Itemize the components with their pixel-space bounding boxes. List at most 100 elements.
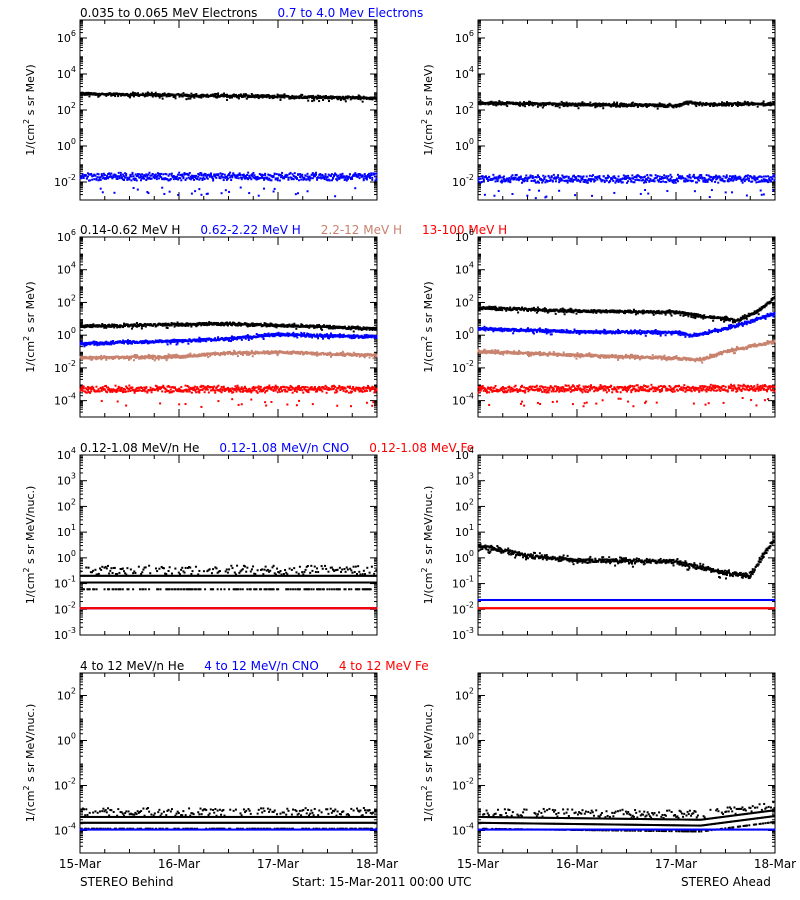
data-point [183, 173, 186, 176]
data-point [194, 190, 197, 193]
data-point [759, 175, 762, 178]
data-point [115, 177, 118, 180]
data-point [494, 177, 497, 180]
data-point [324, 173, 327, 176]
data-point [669, 173, 672, 176]
data-point [165, 178, 168, 181]
data-point [114, 95, 117, 98]
data-point [89, 173, 92, 176]
data-point [370, 172, 373, 175]
data-point [125, 173, 128, 176]
data-point [138, 173, 141, 176]
data-point [319, 173, 322, 176]
data-point [524, 105, 527, 108]
y-tick-label: 100 [57, 326, 76, 342]
data-point [215, 173, 218, 176]
data-point [255, 178, 258, 181]
data-point [766, 180, 769, 183]
data-point [98, 176, 101, 179]
data-point [626, 181, 629, 184]
data-point [104, 177, 107, 180]
data-point [733, 178, 736, 181]
data-point [581, 177, 584, 180]
data-point [763, 180, 766, 183]
data-point [548, 176, 551, 179]
data-point [289, 176, 292, 179]
data-point [593, 178, 596, 181]
data-point [562, 175, 565, 178]
data-point [754, 176, 757, 179]
y-tick-exponent: -2 [68, 173, 76, 182]
data-point [318, 176, 321, 179]
data-point [572, 178, 575, 181]
data-point [155, 175, 158, 178]
data-point [564, 180, 567, 183]
data-point [308, 179, 311, 182]
data-point [686, 180, 689, 183]
data-point [616, 101, 619, 104]
data-point [756, 105, 759, 108]
data-point [551, 179, 554, 182]
data-point [240, 338, 243, 341]
data-point [528, 100, 531, 103]
data-point [80, 340, 83, 343]
data-point [187, 97, 190, 100]
data-point [483, 176, 486, 179]
data-point [276, 93, 279, 96]
data-point [361, 175, 364, 178]
data-point [190, 177, 193, 180]
data-point [311, 336, 314, 339]
data-point [545, 180, 548, 183]
y-tick-exponent: 4 [71, 65, 76, 74]
data-point [325, 178, 328, 181]
row-title-part: 13-100 MeV H [422, 223, 507, 237]
data-point [234, 93, 237, 96]
data-point [641, 178, 644, 181]
data-point [612, 175, 615, 178]
data-point [200, 174, 203, 177]
data-point [758, 180, 761, 183]
y-tick-label: 106 [57, 29, 76, 45]
data-point [711, 178, 714, 181]
data-point [123, 175, 126, 178]
data-point [330, 173, 333, 176]
data-point [560, 177, 563, 180]
data-point [217, 322, 220, 325]
data-point [177, 92, 180, 95]
data-point [639, 192, 642, 195]
data-point [522, 104, 525, 107]
data-point [92, 93, 95, 96]
data-point [298, 179, 301, 182]
data-point [735, 103, 738, 106]
y-axis-label: 1/(cm2 s sr MeV) [22, 281, 37, 372]
data-point [245, 174, 248, 177]
data-point [160, 176, 163, 179]
data-point [267, 332, 270, 335]
row-title: 0.035 to 0.065 MeV Electrons 0.7 to 4.0 M… [80, 6, 423, 20]
data-point [744, 174, 747, 177]
data-point [123, 322, 126, 325]
data-point [646, 174, 649, 177]
data-point [365, 176, 368, 179]
data-point [524, 179, 527, 182]
data-point [352, 330, 355, 333]
data-point [518, 178, 521, 181]
data-point [513, 176, 516, 179]
data-point [130, 179, 133, 182]
data-point [113, 326, 116, 329]
data-point [621, 181, 624, 184]
data-point [370, 173, 373, 176]
y-tick-base: 10 [452, 176, 466, 189]
data-point [533, 179, 536, 182]
data-point [266, 177, 269, 180]
data-point [301, 175, 304, 178]
data-point [508, 180, 511, 183]
data-point [558, 106, 561, 109]
data-point [678, 177, 681, 180]
y-tick-base: 10 [54, 176, 68, 189]
data-point [357, 173, 360, 176]
data-point [91, 358, 94, 361]
data-point [228, 173, 231, 176]
data-point [526, 180, 529, 183]
data-point [626, 176, 629, 179]
